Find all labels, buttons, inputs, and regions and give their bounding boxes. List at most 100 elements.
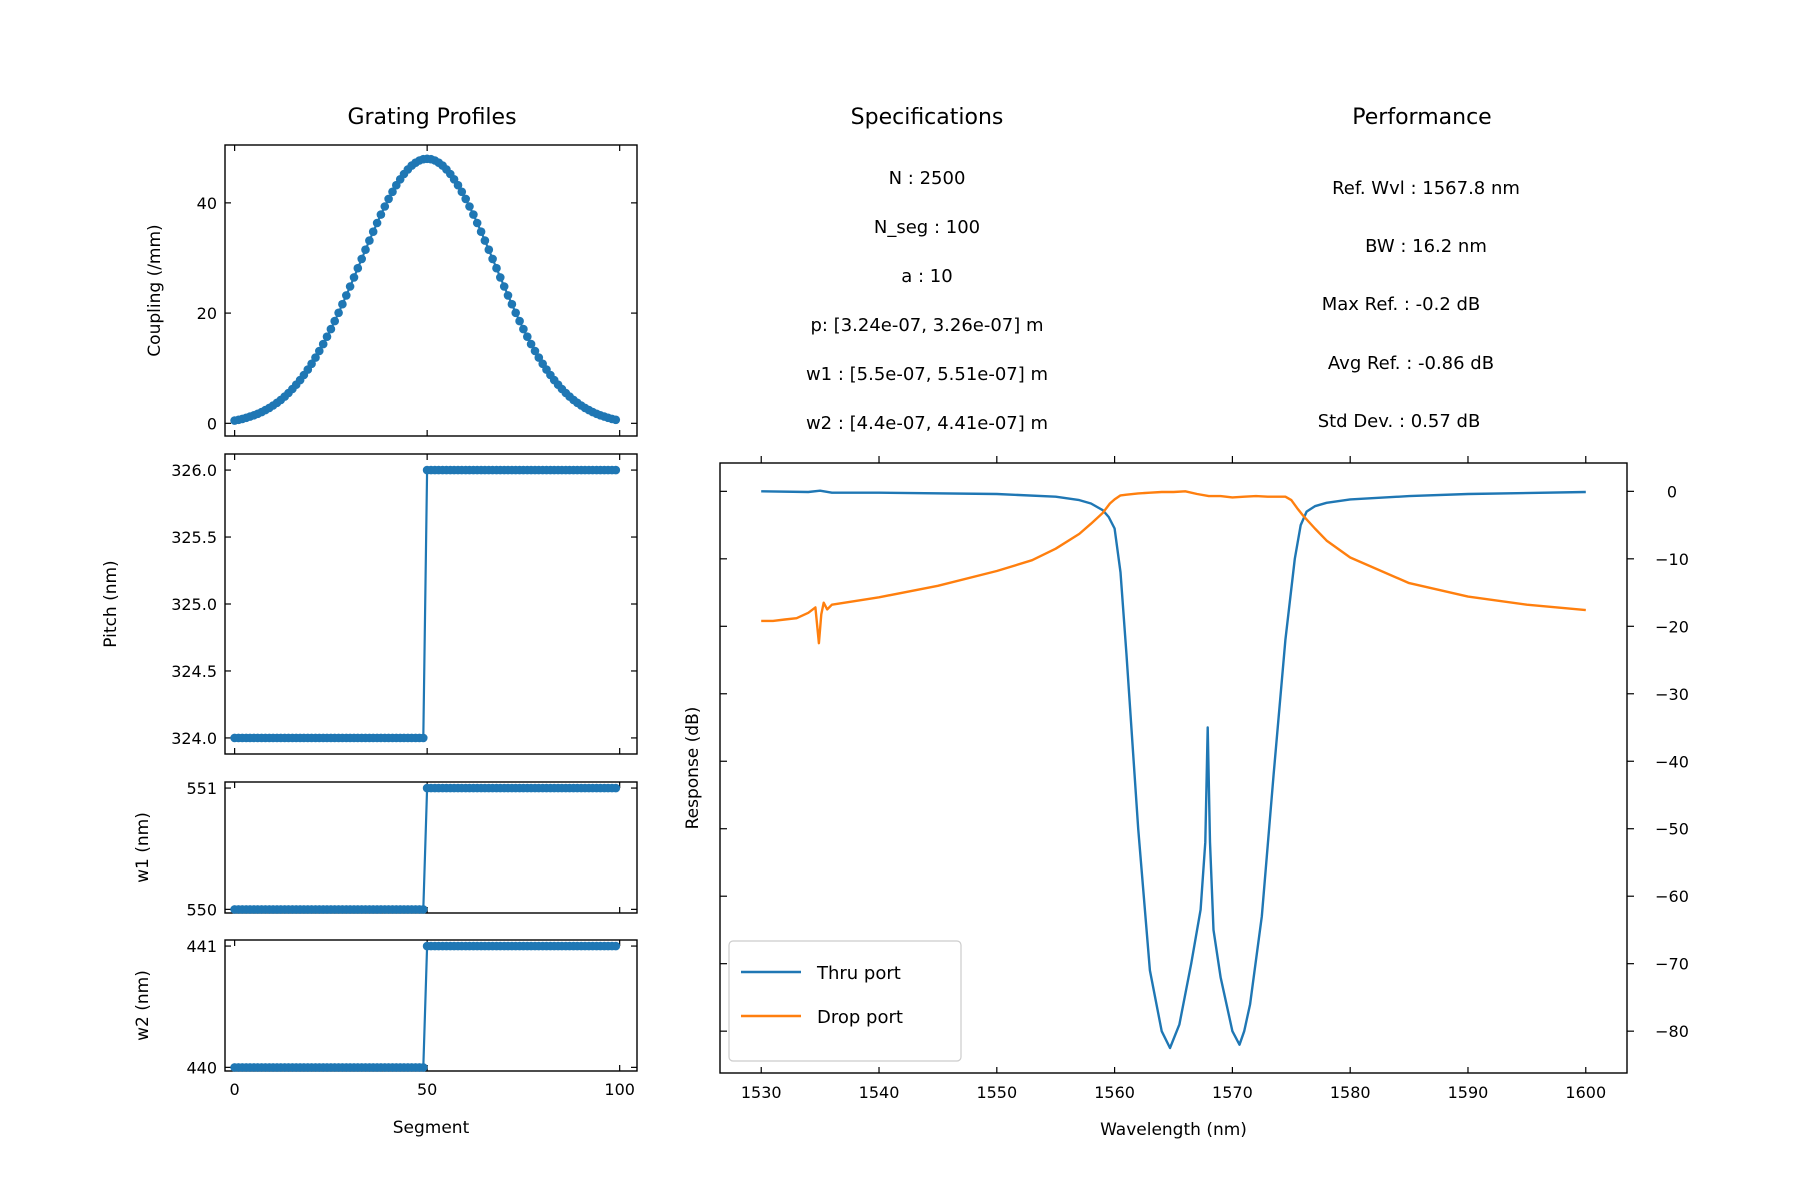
specifications-title: Specifications (851, 105, 1004, 130)
response-xtick-label: 1540 (859, 1083, 900, 1102)
coupling-point (461, 194, 471, 204)
spec-n: N : 2500 (889, 168, 966, 189)
perf-bandwidth: BW : 16.2 nm (1365, 236, 1487, 257)
w1-point (611, 783, 621, 793)
legend-frame (728, 940, 962, 1062)
w1-ytick-label: 550 (186, 900, 217, 919)
w2-xtick-label: 0 (230, 1080, 240, 1099)
coupling-point (311, 353, 320, 362)
response-xlabel: Wavelength (nm) (1100, 1120, 1247, 1140)
w2-xtick-label: 100 (604, 1080, 635, 1099)
response-xtick-label: 1560 (1094, 1083, 1135, 1102)
perf-max-reflection: Max Ref. : -0.2 dB (1322, 294, 1481, 315)
response-xtick-label: 1570 (1212, 1083, 1253, 1102)
coupling-point (534, 353, 544, 362)
coupling-point (530, 346, 540, 356)
w2-frame (224, 939, 638, 1072)
coupling-point (453, 180, 463, 190)
w1-ytick-label: 551 (186, 779, 217, 798)
performance-title: Performance (1352, 105, 1491, 130)
w1-point (419, 905, 428, 914)
pitch-ytick-label: 326.0 (171, 461, 217, 480)
perf-ref-wavelength: Ref. Wvl : 1567.8 nm (1332, 178, 1520, 199)
coupling-point (515, 316, 524, 326)
coupling-point (334, 308, 343, 318)
coupling-point (476, 227, 486, 236)
response-frame (719, 462, 1628, 1074)
coupling-point (523, 332, 532, 342)
drop-port-line (761, 490, 1586, 645)
coupling-point (503, 291, 513, 300)
response-ytick-label: −50 (1655, 820, 1689, 839)
coupling-point (322, 332, 332, 342)
coupling-point (315, 346, 324, 356)
spec-a: a : 10 (901, 266, 952, 287)
w1-frame (224, 781, 638, 914)
w2-ylabel: w2 (nm) (133, 970, 153, 1041)
specifications-list: N : 2500 N_seg : 100 a : 10 p: [3.24e-07… (806, 168, 1048, 434)
coupling-axes: 0 20 40 Coupling (/mm) (145, 144, 638, 437)
coupling-point (326, 324, 336, 334)
coupling-point (511, 308, 520, 318)
coupling-ytick-label: 0 (207, 414, 217, 433)
coupling-point (519, 324, 528, 334)
pitch-ytick-label: 325.0 (171, 595, 217, 614)
coupling-point (357, 254, 367, 264)
coupling-point (318, 339, 328, 349)
drop-port-legend-label: Drop port (817, 1007, 903, 1028)
pitch-ytick-label: 325.5 (171, 528, 217, 547)
response-xtick-label: 1590 (1448, 1083, 1489, 1102)
profiles-title: Grating Profiles (347, 105, 516, 130)
coupling-point (492, 263, 501, 273)
coupling-point (496, 273, 505, 282)
performance-list: Ref. Wvl : 1567.8 nm BW : 16.2 nm Max Re… (1318, 178, 1520, 432)
w2-point (419, 1063, 428, 1072)
pitch-point (611, 465, 621, 475)
response-ytick-label: 0 (1667, 482, 1677, 501)
thru-port-line (761, 489, 1586, 1050)
coupling-point (349, 273, 359, 282)
w2-ytick-label: 440 (186, 1058, 217, 1077)
coupling-point (526, 339, 536, 349)
w2-xtick-label: 50 (417, 1080, 437, 1099)
w2-point (611, 941, 621, 951)
response-ylabel: Response (dB) (683, 707, 703, 830)
coupling-point (465, 202, 474, 211)
w1-ylabel: w1 (nm) (133, 812, 153, 883)
response-ytick-label: −30 (1655, 685, 1689, 704)
thru-port-legend-label: Thru port (816, 963, 901, 984)
response-xtick-label: 1580 (1330, 1083, 1371, 1102)
coupling-point (484, 245, 494, 254)
pitch-ytick-label: 324.0 (171, 729, 217, 748)
response-ytick-label: −10 (1655, 550, 1689, 569)
coupling-point (345, 282, 355, 291)
response-xtick-label: 1600 (1565, 1083, 1606, 1102)
coupling-point (353, 263, 363, 273)
w1-axes: 550 551 w1 (nm) (133, 779, 638, 919)
response-ytick-label: −40 (1655, 752, 1689, 771)
coupling-point (472, 218, 482, 228)
w2-ytick-label: 441 (186, 937, 217, 956)
coupling-point (338, 299, 347, 309)
coupling-point (368, 227, 378, 236)
coupling-point (469, 210, 478, 219)
coupling-point (480, 236, 490, 245)
coupling-frame (224, 144, 638, 437)
coupling-point (342, 291, 351, 300)
response-xtick-label: 1550 (976, 1083, 1017, 1102)
coupling-point (365, 236, 374, 245)
coupling-point (361, 245, 370, 254)
spec-w1-range: w1 : [5.5e-07, 5.51e-07] m (806, 364, 1048, 385)
coupling-ylabel: Coupling (/mm) (145, 224, 165, 356)
response-ytick-label: −20 (1655, 617, 1689, 636)
coupling-ytick-label: 20 (197, 304, 217, 323)
response-axes: 1530 1540 1550 1560 1570 1580 1590 1600 0 −10 −20 −… (683, 456, 1689, 1140)
perf-avg-reflection: Avg Ref. : -0.86 dB (1328, 353, 1494, 374)
response-legend: Thru port Drop port (728, 940, 962, 1062)
coupling-point (376, 210, 386, 219)
coupling-point (330, 316, 340, 326)
spec-pitch-range: p: [3.24e-07, 3.26e-07] m (810, 315, 1043, 336)
response-xtick-label: 1530 (741, 1083, 782, 1102)
spec-n-seg: N_seg : 100 (874, 217, 980, 238)
w2-xlabel: Segment (393, 1118, 470, 1138)
